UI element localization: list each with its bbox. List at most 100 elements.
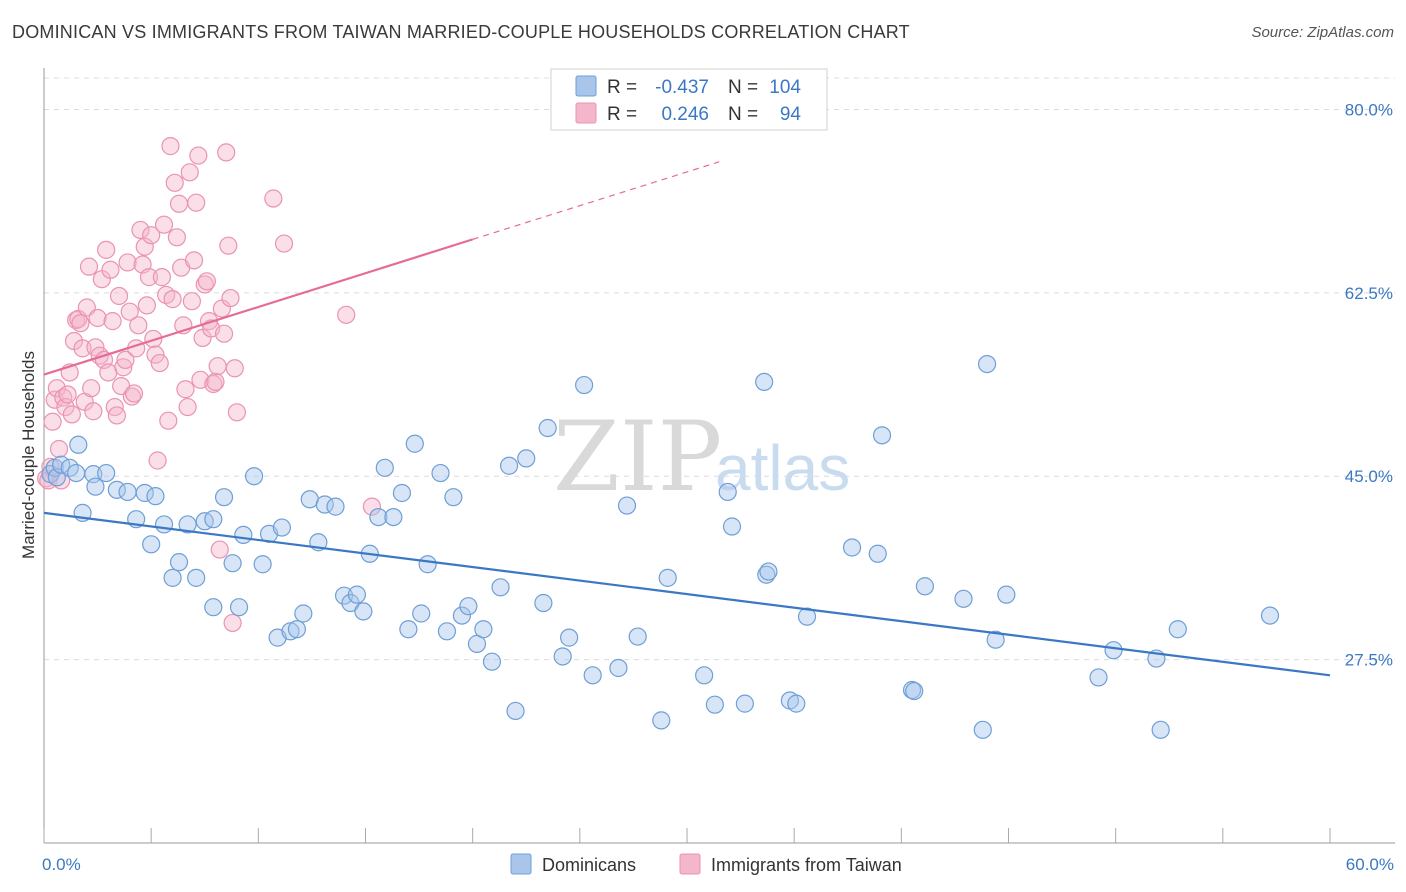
- dominicans-point: [169, 553, 189, 572]
- dominicans-point: [506, 701, 525, 721]
- series-taiwan-points: [37, 137, 382, 633]
- dominicans-point: [583, 666, 602, 685]
- dominicans-point: [755, 372, 774, 392]
- dominicans-point: [1168, 620, 1187, 639]
- dominicans-point: [1151, 720, 1170, 739]
- taiwan-point: [49, 439, 69, 459]
- dominicans-point: [459, 597, 478, 616]
- taiwan-point: [62, 405, 81, 424]
- dominicans-point: [735, 694, 754, 713]
- taiwan-point: [73, 339, 92, 358]
- dominicans-point: [244, 467, 264, 486]
- source-label: Source: ZipAtlas.com: [1251, 24, 1394, 41]
- taiwan-point: [180, 163, 199, 182]
- dominicans-point: [354, 602, 373, 621]
- dominicans-point: [915, 577, 935, 596]
- dominicans-point: [954, 589, 973, 608]
- taiwan-point: [167, 228, 186, 247]
- x-tick-label: 0.0%: [42, 855, 81, 874]
- taiwan-point: [114, 358, 133, 377]
- dominicans-point: [204, 598, 223, 617]
- legend-label-taiwan: Immigrants from Taiwan: [711, 855, 902, 875]
- taiwan-trend-extension: [472, 161, 720, 240]
- dominicans-point: [223, 554, 242, 573]
- dominicans-point: [652, 711, 671, 730]
- stats-r-label-pink: R =: [607, 104, 637, 125]
- dominicans-point: [405, 434, 424, 453]
- taiwan-point: [214, 324, 234, 343]
- dominicans-point: [474, 620, 493, 639]
- stats-n-label-pink: N =: [728, 104, 758, 125]
- dominicans-point: [253, 555, 272, 574]
- taiwan-point: [116, 350, 135, 369]
- dominicans-point: [759, 562, 778, 581]
- dominicans-point: [412, 604, 431, 623]
- stats-r-value-pink: 0.246: [661, 104, 709, 125]
- dominicans-point: [534, 593, 553, 613]
- taiwan-point: [165, 173, 184, 192]
- dominicans-point: [214, 488, 234, 507]
- taiwan-point: [101, 260, 120, 279]
- dominicans-point: [69, 435, 88, 454]
- dominicans-point: [287, 620, 307, 639]
- taiwan-point: [208, 357, 227, 376]
- taiwan-point: [163, 290, 182, 309]
- dominicans-point: [229, 598, 249, 617]
- dominicans-point: [118, 482, 137, 502]
- taiwan-point: [362, 497, 382, 516]
- dominicans-point: [868, 544, 887, 563]
- dominicans-point: [294, 604, 313, 623]
- taiwan-point: [103, 312, 122, 331]
- taiwan-point: [122, 387, 141, 406]
- x-tick-labels: 0.0% 60.0%: [42, 855, 1394, 874]
- dominicans-point: [178, 515, 197, 534]
- dominicans-point: [718, 482, 737, 502]
- taiwan-point: [144, 329, 163, 349]
- taiwan-point: [109, 286, 129, 306]
- taiwan-point: [217, 143, 236, 162]
- dominicans-point: [154, 515, 174, 534]
- stats-swatch-pink: [575, 102, 597, 124]
- y-axis-label: Married-couple Households: [19, 351, 38, 559]
- dominicans-point: [491, 578, 510, 597]
- dominicans-point: [986, 630, 1005, 649]
- taiwan-point: [43, 412, 62, 431]
- dominicans-point: [97, 463, 116, 483]
- dominicans-point: [787, 694, 806, 713]
- bottom-legend: Dominicans Immigrants from Taiwan: [510, 853, 902, 875]
- dominicans-point: [797, 607, 817, 626]
- dominicans-point: [234, 525, 253, 545]
- dominicans-point: [628, 627, 647, 646]
- dominicans-point: [163, 568, 182, 587]
- dominicans-point: [757, 565, 776, 584]
- stats-n-label-blue: N =: [728, 77, 758, 98]
- legend-label-dominicans: Dominicans: [542, 855, 636, 875]
- taiwan-point: [223, 613, 242, 633]
- taiwan-point: [152, 268, 171, 287]
- dominicans-point: [905, 681, 924, 701]
- stats-n-value-blue: 104: [769, 77, 801, 98]
- dominicans-point: [695, 666, 714, 685]
- dominicans-point: [482, 652, 502, 671]
- dominicans-point: [86, 477, 105, 496]
- taiwan-point: [124, 384, 144, 403]
- taiwan-point: [337, 305, 356, 324]
- taiwan-point: [82, 379, 101, 398]
- dominicans-point: [973, 720, 992, 739]
- taiwan-point: [107, 406, 126, 425]
- taiwan-point: [139, 268, 159, 287]
- dominicans-point: [204, 510, 223, 529]
- y-tick-label: 62.5%: [1345, 284, 1393, 303]
- taiwan-point: [206, 372, 225, 392]
- dominicans-point: [500, 456, 519, 475]
- stats-n-value-pink: 94: [780, 104, 802, 125]
- dominicans-point: [575, 375, 594, 395]
- dominicans-point: [326, 497, 345, 516]
- dominicans-point: [392, 483, 412, 503]
- taiwan-point: [79, 257, 99, 276]
- dominicans-point: [997, 585, 1016, 604]
- taiwan-point: [137, 296, 156, 315]
- dominicans-point: [347, 585, 367, 604]
- stats-r-label-blue: R =: [607, 77, 637, 98]
